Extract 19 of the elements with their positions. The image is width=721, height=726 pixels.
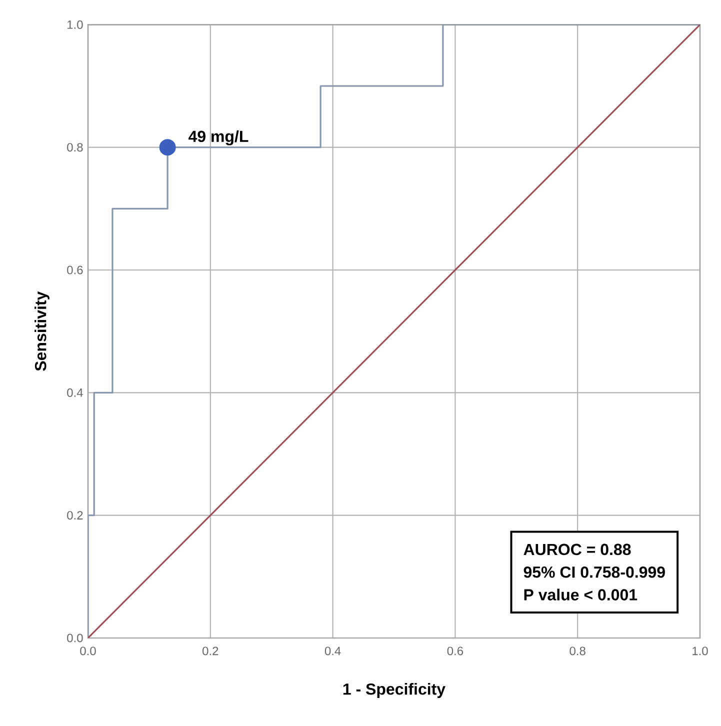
y-tick-label: 1.0 [68, 20, 83, 29]
y-tick-label: 0.0 [67, 634, 83, 642]
y-tick-label: 0.6 [67, 266, 83, 274]
annotation: 49 mg/L [188, 130, 248, 146]
line-series [88, 24, 700, 638]
y-axis-title: Sensitivity [34, 291, 50, 371]
y-tick-label: 0.2 [67, 511, 83, 520]
x-tick-label: 0.8 [570, 646, 586, 656]
x-axis-title: 1 - Specificity [343, 683, 446, 698]
y-tick-label: 0.4 [67, 388, 83, 397]
x-tick-label: 0.0 [80, 646, 96, 656]
y-tick-label: 0.8 [67, 143, 83, 152]
annotation: AUROC = 0.88 [524, 544, 631, 556]
x-tick-label: 0.2 [202, 646, 218, 656]
annotation: P value < 0.001 [524, 588, 638, 600]
x-tick-label: 1.0 [692, 646, 708, 656]
annotation: 95% CI 0.758-0.999 [524, 566, 665, 578]
x-tick-label: 0.4 [324, 646, 341, 656]
x-tick-label: 0.6 [447, 646, 464, 656]
